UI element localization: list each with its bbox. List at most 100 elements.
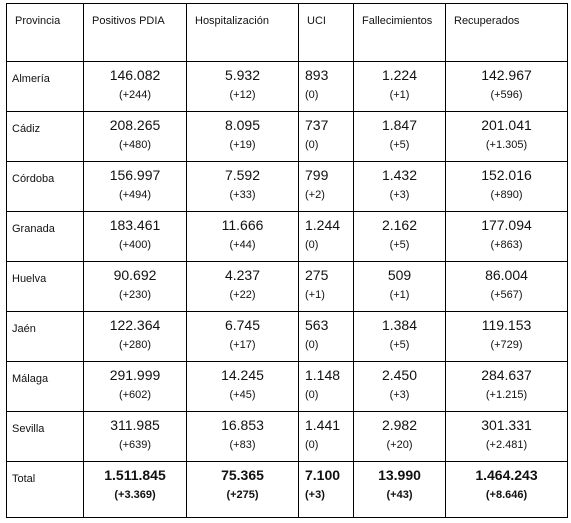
- positivos-cell: 90.692 (+230): [83, 261, 187, 312]
- provincia-cell: Total: [6, 461, 84, 518]
- fallecimientos-cell: 13.990 (+43): [353, 461, 446, 518]
- hospitalizacion-cell: 6.745 (+17): [186, 311, 299, 362]
- positivos-cell: 156.997 (+494): [83, 161, 187, 212]
- provincia-cell: Sevilla: [6, 411, 84, 462]
- table-row: Sevilla 311.985 (+639) 16.853 (+83) 1.441 (0) 2…: [6, 411, 568, 462]
- hospitalizacion-change: (+83): [229, 439, 256, 451]
- positivos-cell: 1.511.845 (+3.369): [83, 461, 187, 518]
- header-recuperados: Recuperados: [445, 3, 568, 62]
- hospitalizacion-value: 14.245: [221, 367, 264, 383]
- hospitalizacion-change: (+22): [229, 289, 256, 301]
- hospitalizacion-value: 4.237: [224, 267, 261, 283]
- uci-value: 1.148: [305, 367, 341, 383]
- hospitalizacion-value: 5.932: [224, 67, 261, 83]
- header-uci: UCI: [298, 3, 354, 62]
- recuperados-change: (+729): [490, 339, 523, 351]
- table-row: Jaén 122.364 (+280) 6.745 (+17) 563 (0) 1.384 (+…: [6, 311, 568, 362]
- table-row: Granada 183.461 (+400) 11.666 (+44) 1.244 (0) 2…: [6, 211, 568, 262]
- fallecimientos-cell: 509 (+1): [353, 261, 446, 312]
- recuperados-cell: 1.464.243 (+8.646): [445, 461, 568, 518]
- hospitalizacion-value: 75.365: [221, 467, 264, 483]
- recuperados-value: 86.004: [485, 267, 528, 283]
- fallecimientos-value: 1.847: [381, 117, 418, 133]
- header-positivos: Positivos PDIA: [83, 3, 187, 62]
- hospitalizacion-change: (+17): [229, 339, 256, 351]
- fallecimientos-value: 509: [387, 267, 412, 283]
- positivos-change: (+480): [118, 139, 152, 151]
- uci-change: (+1): [305, 289, 325, 301]
- hospitalizacion-change: (+19): [229, 139, 256, 151]
- uci-change: (0): [305, 389, 319, 401]
- uci-value: 563: [305, 317, 329, 333]
- positivos-value: 208.265: [109, 117, 161, 133]
- fallecimientos-value: 1.384: [381, 317, 418, 333]
- positivos-change: (+280): [118, 339, 152, 351]
- recuperados-value: 301.331: [481, 417, 532, 433]
- recuperados-change: (+567): [490, 289, 523, 301]
- recuperados-value: 177.094: [481, 217, 532, 233]
- fallecimientos-cell: 1.384 (+5): [353, 311, 446, 362]
- recuperados-value: 284.637: [481, 367, 532, 383]
- positivos-cell: 208.265 (+480): [83, 111, 187, 162]
- fallecimientos-value: 1.432: [381, 167, 418, 183]
- hospitalizacion-cell: 4.237 (+22): [186, 261, 299, 312]
- fallecimientos-cell: 1.224 (+1): [353, 61, 446, 112]
- provincia-cell: Huelva: [6, 261, 84, 312]
- hospitalizacion-change: (+12): [229, 89, 256, 101]
- uci-value: 799: [305, 167, 329, 183]
- recuperados-value: 152.016: [481, 167, 532, 183]
- uci-change: (0): [305, 239, 319, 251]
- hospitalizacion-cell: 16.853 (+83): [186, 411, 299, 462]
- fallecimientos-change: (+43): [386, 489, 413, 501]
- positivos-cell: 291.999 (+602): [83, 361, 187, 412]
- recuperados-value: 119.153: [481, 317, 532, 333]
- hospitalizacion-value: 16.853: [221, 417, 264, 433]
- fallecimientos-change: (+3): [389, 389, 410, 401]
- uci-cell: 1.244 (0): [298, 211, 354, 262]
- table-row: Huelva 90.692 (+230) 4.237 (+22) 275 (+1) 509 (+…: [6, 261, 568, 312]
- provincia-cell: Córdoba: [6, 161, 84, 212]
- recuperados-cell: 177.094 (+863): [445, 211, 568, 262]
- fallecimientos-change: (+3): [389, 189, 410, 201]
- fallecimientos-cell: 2.450 (+3): [353, 361, 446, 412]
- positivos-cell: 122.364 (+280): [83, 311, 187, 362]
- recuperados-change: (+1.215): [485, 389, 528, 401]
- uci-cell: 563 (0): [298, 311, 354, 362]
- uci-cell: 799 (+2): [298, 161, 354, 212]
- hospitalizacion-change: (+45): [229, 389, 256, 401]
- positivos-value: 146.082: [109, 67, 161, 83]
- positivos-change: (+230): [118, 289, 152, 301]
- provincia-cell: Almería: [6, 61, 84, 112]
- fallecimientos-change: (+5): [389, 339, 410, 351]
- positivos-change: (+244): [118, 89, 152, 101]
- hospitalizacion-value: 6.745: [224, 317, 261, 333]
- header-provincia: Provincia: [6, 3, 84, 62]
- fallecimientos-value: 1.224: [381, 67, 418, 83]
- fallecimientos-change: (+1): [389, 89, 410, 101]
- uci-change: (0): [305, 439, 319, 451]
- positivos-change: (+400): [118, 239, 152, 251]
- provincia-cell: Málaga: [6, 361, 84, 412]
- uci-change: (0): [305, 89, 319, 101]
- fallecimientos-value: 2.162: [381, 217, 418, 233]
- recuperados-change: (+8.646): [485, 489, 528, 501]
- positivos-value: 156.997: [109, 167, 161, 183]
- fallecimientos-change: (+1): [389, 289, 410, 301]
- uci-change: (+2): [305, 189, 325, 201]
- uci-change: (0): [305, 339, 319, 351]
- covid-table: Provincia Positivos PDIA Hospitalización…: [6, 3, 568, 518]
- fallecimientos-change: (+20): [386, 439, 413, 451]
- positivos-value: 183.461: [109, 217, 161, 233]
- recuperados-cell: 152.016 (+890): [445, 161, 568, 212]
- uci-value: 1.244: [305, 217, 341, 233]
- recuperados-cell: 119.153 (+729): [445, 311, 568, 362]
- fallecimientos-value: 2.450: [381, 367, 418, 383]
- uci-value: 893: [305, 67, 329, 83]
- uci-cell: 275 (+1): [298, 261, 354, 312]
- positivos-change: (+602): [118, 389, 152, 401]
- positivos-value: 122.364: [109, 317, 161, 333]
- hospitalizacion-cell: 8.095 (+19): [186, 111, 299, 162]
- table-row: Almería 146.082 (+244) 5.932 (+12) 893 (0) 1.22…: [6, 61, 568, 112]
- hospitalizacion-value: 11.666: [221, 217, 264, 233]
- provincia-cell: Jaén: [6, 311, 84, 362]
